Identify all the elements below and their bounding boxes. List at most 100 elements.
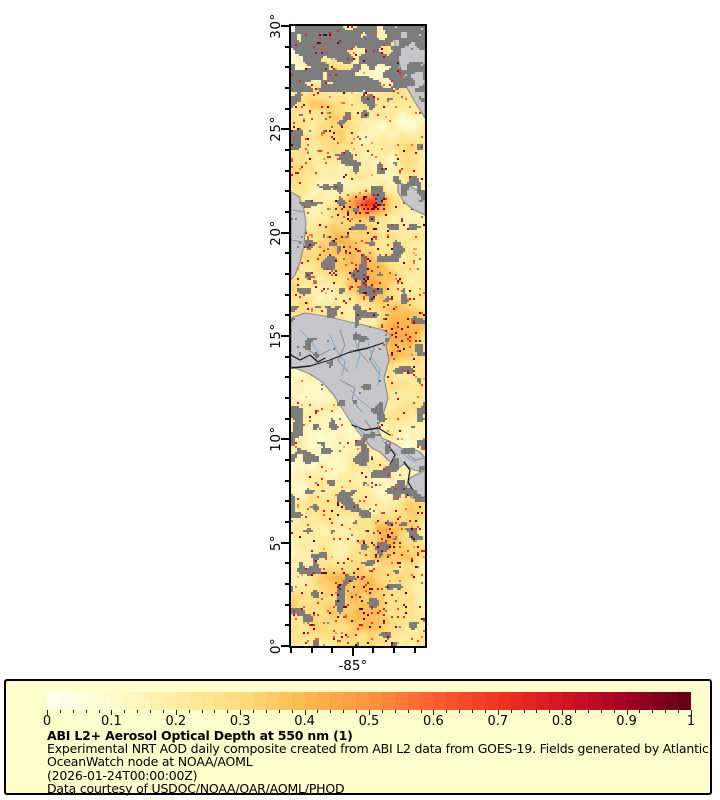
colorbar-minor-tick <box>536 710 538 713</box>
longitude-tick-label: -85° <box>338 658 368 674</box>
longitude-minor-tick <box>413 648 416 653</box>
latitude-minor-tick <box>284 376 289 379</box>
colorbar-tick-label: 0.6 <box>423 714 444 729</box>
colorbar-minor-tick <box>652 710 654 713</box>
latitude-tick-label: 15° <box>268 323 284 349</box>
colorbar-cell <box>85 692 99 710</box>
latitude-minor-tick <box>284 500 289 503</box>
latitude-minor-tick <box>284 211 289 213</box>
latitude-tick-label: 30° <box>268 13 284 39</box>
colorbar-major-tick <box>691 710 692 715</box>
colorbar-cell <box>188 692 202 710</box>
latitude-minor-tick <box>284 583 289 585</box>
colorbar-cell <box>291 692 305 710</box>
colorbar-tick-label: 0.7 <box>487 714 509 729</box>
colorbar-cell <box>59 692 73 710</box>
colorbar-tick-label: 0 <box>42 714 52 729</box>
colorbar-minor-tick <box>613 710 615 713</box>
colorbar-tick-label: 0.9 <box>616 714 637 729</box>
colorbar-minor-tick <box>162 710 164 713</box>
colorbar-minor-tick <box>150 710 152 713</box>
colorbar-tick-label: 1 <box>686 714 696 729</box>
colorbar-minor-tick <box>472 710 474 713</box>
legend-title: ABI L2+ Aerosol Optical Depth at 550 nm … <box>47 728 353 743</box>
colorbar-minor-tick <box>381 710 383 713</box>
colorbar-cell <box>446 692 459 710</box>
colorbar-cell <box>111 692 125 710</box>
colorbar-minor-tick <box>188 710 190 713</box>
colorbar-cell <box>124 692 138 710</box>
latitude-minor-tick <box>284 397 289 399</box>
colorbar-minor-tick <box>459 710 461 713</box>
colorbar-cell <box>574 692 588 710</box>
latitude-minor-tick <box>284 107 289 110</box>
longitude-minor-tick <box>372 648 375 653</box>
latitude-minor-tick <box>284 66 289 69</box>
longitude-minor-tick <box>393 648 396 653</box>
colorbar-minor-tick <box>484 710 486 713</box>
colorbar-cell <box>665 692 678 710</box>
colorbar-cell <box>47 692 60 710</box>
colorbar-minor-tick <box>407 710 409 713</box>
colorbar-minor-tick <box>85 710 87 713</box>
latitude-minor-tick <box>284 273 289 275</box>
colorbar-minor-tick <box>575 710 577 713</box>
colorbar-cell <box>214 692 228 710</box>
colorbar-major-tick <box>369 710 370 715</box>
colorbar-minor-tick <box>600 710 602 713</box>
colorbar-minor-tick <box>446 710 448 713</box>
colorbar-major-tick <box>562 710 564 715</box>
colorbar-tick-label: 0.1 <box>101 714 122 729</box>
colorbar-cell <box>253 692 266 710</box>
colorbar-cell <box>240 692 253 710</box>
latitude-minor-tick <box>284 355 289 358</box>
legend-text-block: ABI L2+ Aerosol Optical Depth at 550 nm … <box>47 728 709 796</box>
longitude-minor-tick <box>290 648 292 653</box>
colorbar-minor-tick <box>420 710 422 713</box>
colorbar-minor-tick <box>317 710 319 713</box>
latitude-tick-label: 10° <box>268 426 284 453</box>
colorbar-cell <box>677 692 691 710</box>
colorbar-cell <box>330 692 344 710</box>
colorbar-cell <box>420 692 434 710</box>
colorbar-cell <box>98 692 112 710</box>
colorbar-major-tick <box>626 710 628 715</box>
legend-courtesy-line: Data courtesy of USDOC/NOAA/OAR/AOML/PHO… <box>47 780 345 796</box>
latitude-minor-tick <box>284 169 289 172</box>
latitude-minor-tick <box>284 562 289 565</box>
colorbar <box>47 692 691 710</box>
colorbar-tick-label: 0.4 <box>294 714 315 729</box>
colorbar-minor-tick <box>549 710 551 713</box>
colorbar-cell <box>394 692 408 710</box>
colorbar-cell <box>433 692 447 710</box>
legend-description-line-2: OceanWatch node at NOAA/AOML <box>47 754 253 770</box>
colorbar-minor-tick <box>137 710 139 713</box>
colorbar-minor-tick <box>523 710 525 713</box>
colorbar-cell <box>343 692 356 710</box>
latitude-minor-tick <box>284 603 289 606</box>
colorbar-minor-tick <box>510 710 512 713</box>
colorbar-cell <box>523 692 537 710</box>
colorbar-minor-tick <box>201 710 203 713</box>
colorbar-major-tick <box>111 710 113 715</box>
colorbar-cell <box>587 692 601 710</box>
latitude-major-tick <box>281 541 289 544</box>
latitude-minor-tick <box>284 190 289 193</box>
colorbar-cell <box>536 692 550 710</box>
colorbar-cell <box>265 692 279 710</box>
colorbar-cell <box>510 692 524 710</box>
colorbar-minor-tick <box>291 710 293 713</box>
legend-panel: 0 0.1 0.2 0.3 0.4 0.5 0.6 0.7 0.8 0.9 1 ABI L2+ Ae… <box>4 679 712 795</box>
colorbar-major-tick <box>175 710 177 715</box>
colorbar-cell <box>137 692 150 710</box>
latitude-minor-tick <box>284 252 289 255</box>
colorbar-cell <box>497 692 511 710</box>
colorbar-cell <box>613 692 627 710</box>
colorbar-minor-tick <box>124 710 126 713</box>
colorbar-tick-label: 0.8 <box>551 714 573 729</box>
latitude-minor-tick <box>284 459 289 461</box>
latitude-major-tick <box>281 128 289 131</box>
colorbar-tick-label: 0.3 <box>229 714 251 729</box>
colorbar-cell <box>381 692 395 710</box>
